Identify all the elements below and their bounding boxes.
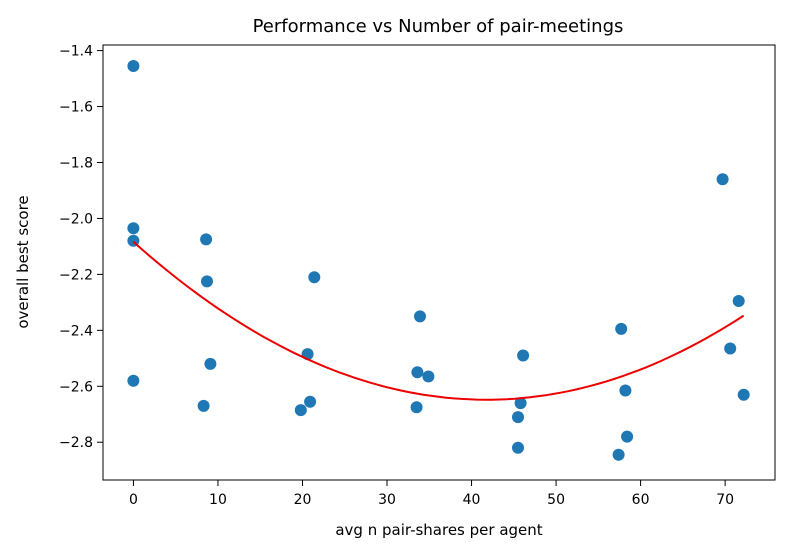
data-point-22 [615, 322, 628, 335]
y-tick-label: −2.0 [59, 211, 93, 227]
data-point-27 [732, 295, 745, 307]
data-point-13 [410, 401, 423, 414]
data-point-8 [204, 357, 217, 370]
data-point-7 [201, 275, 213, 288]
data-point-6 [200, 233, 213, 246]
data-point-5 [197, 399, 210, 412]
data-point-4 [127, 374, 140, 387]
data-point-2 [127, 222, 140, 235]
data-point-9 [294, 404, 307, 417]
data-point-25 [716, 173, 729, 186]
y-tick-label: −2.4 [59, 323, 93, 339]
data-point-21 [612, 448, 625, 461]
y-tick-label: −1.4 [59, 44, 93, 60]
y-tick-label: −2.8 [59, 435, 93, 451]
data-point-18 [512, 441, 524, 454]
y-tick-label: −1.8 [59, 155, 93, 171]
y-tick-label: −1.6 [59, 100, 93, 116]
x-tick-label: 10 [209, 492, 227, 508]
y-axis: −2.8 −2.6 −2.4 −2.2 −2.0 −1.8 −1.6 −1.4 [59, 44, 103, 451]
data-point-28 [737, 388, 750, 401]
x-tick-label: 0 [129, 492, 138, 508]
x-tick-label: 40 [463, 492, 481, 508]
data-point-12 [308, 271, 321, 284]
data-point-26 [724, 342, 737, 355]
data-point-24 [621, 430, 634, 443]
plot-area [127, 60, 750, 461]
data-point-1 [127, 60, 140, 72]
x-axis-label: avg n pair-shares per agent [335, 521, 542, 539]
x-tick-label: 60 [632, 492, 650, 508]
fit-curve [132, 241, 745, 401]
y-axis-label: overall best score [14, 195, 32, 328]
y-tick-label: −2.2 [59, 267, 93, 283]
data-point-17 [512, 411, 524, 424]
x-axis: 0 10 20 30 40 50 60 70 [129, 480, 734, 508]
x-tick-label: 20 [294, 492, 312, 508]
x-tick-label: 30 [378, 492, 396, 508]
data-point-15 [414, 310, 426, 323]
data-point-16 [422, 370, 435, 383]
y-tick-label: −2.6 [59, 379, 93, 395]
data-point-19 [514, 397, 527, 410]
x-tick-label: 50 [547, 492, 565, 508]
x-tick-label: 70 [716, 492, 734, 508]
data-point-14 [411, 366, 424, 379]
data-point-20 [517, 349, 530, 362]
data-point-23 [619, 384, 632, 397]
chart-title: Performance vs Number of pair-meetings [253, 16, 624, 37]
axes-frame [102, 44, 776, 481]
data-point-11 [304, 395, 317, 408]
